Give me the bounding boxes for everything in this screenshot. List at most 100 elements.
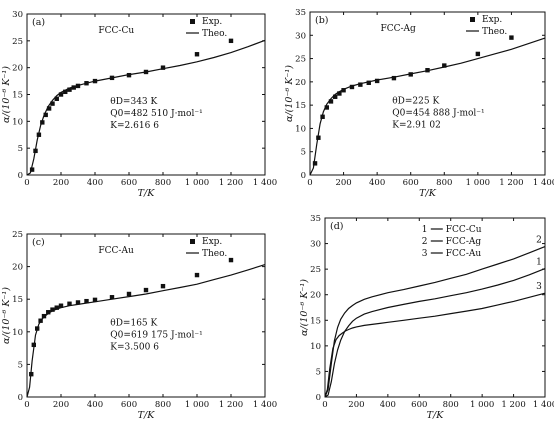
legend-name: FCC-Cu: [446, 225, 482, 235]
y-tick-label: 5: [18, 144, 23, 154]
x-tick-label: 1 400: [253, 400, 277, 410]
x-tick-label: 600: [121, 400, 137, 410]
y-tick-label: 15: [295, 101, 306, 111]
y-tick-label: 10: [310, 342, 321, 352]
exp-point: [358, 82, 363, 87]
x-tick-label: 1 200: [219, 178, 243, 188]
exp-point: [35, 326, 40, 331]
panel-label: (a): [32, 17, 45, 28]
exp-point: [58, 92, 64, 97]
panel-label: (b): [315, 15, 329, 26]
plot-frame: [324, 217, 546, 398]
material-label: FCC-Au: [98, 246, 134, 256]
exp-point: [36, 132, 42, 137]
exp-point: [63, 89, 68, 95]
theo-curve: [26, 264, 266, 398]
exp-point: [40, 120, 45, 125]
x-tick-label: 0: [24, 400, 29, 410]
exp-point: [109, 295, 115, 300]
x-tick-label: 400: [87, 178, 103, 188]
exp-point: [143, 69, 149, 75]
material-label: FCC-Ag: [381, 24, 417, 34]
exp-point: [391, 75, 397, 81]
exp-point: [46, 310, 51, 315]
y-tick-label: 0: [18, 171, 23, 181]
y-tick-label: 5: [316, 367, 321, 377]
param-text: Q0=454 888 J·mol⁻¹: [392, 108, 484, 118]
x-tick-label: 600: [121, 178, 137, 188]
exp-point: [38, 318, 43, 323]
exp-point: [31, 342, 36, 348]
exp-point: [126, 72, 132, 78]
x-tick-label: 1 000: [470, 400, 494, 410]
y-tick-label: 25: [310, 265, 321, 275]
series-curve-1: [324, 268, 546, 398]
y-tick-label: 20: [295, 78, 306, 88]
x-tick-label: 400: [380, 400, 396, 410]
series-end-label: 2: [536, 236, 542, 246]
panel-label: (c): [32, 237, 45, 248]
plot-frame: [26, 233, 266, 398]
param-text: Q0=482 510 J·mol⁻¹: [110, 109, 202, 119]
exp-point: [84, 298, 89, 304]
theo-curve: [309, 37, 546, 176]
y-axis-label: α/(10⁻⁶ K⁻¹): [1, 66, 12, 123]
param-text: Q0=619 175 J·mol⁻¹: [110, 330, 202, 340]
legend-exp-marker: [470, 17, 475, 22]
x-tick-label: 200: [53, 400, 69, 410]
y-tick-label: 10: [12, 117, 23, 127]
y-tick-label: 0: [301, 171, 306, 181]
x-tick-label: 0: [322, 400, 327, 410]
y-tick-label: 35: [295, 8, 306, 18]
plot-frame: [309, 11, 546, 176]
legend-exp-label: Exp.: [202, 237, 222, 247]
y-axis-label: α/(10⁻⁶ K⁻¹): [284, 65, 295, 122]
x-tick-label: 1 400: [253, 178, 277, 188]
y-tick-label: 25: [295, 55, 306, 65]
x-tick-label: 1 000: [185, 400, 209, 410]
exp-point: [475, 51, 481, 57]
x-axis-label: T/K: [138, 188, 156, 199]
y-tick-label: 0: [316, 393, 321, 403]
exp-point: [341, 88, 346, 93]
exp-point: [33, 148, 38, 154]
y-tick-label: 35: [310, 214, 321, 224]
x-tick-label: 1 200: [219, 400, 243, 410]
exp-point: [54, 96, 59, 101]
x-tick-label: 1 400: [533, 178, 554, 188]
x-tick-label: 200: [335, 178, 351, 188]
exp-point: [50, 307, 55, 312]
exp-point: [374, 78, 380, 84]
exp-point: [425, 68, 430, 73]
legend-num: 2: [422, 237, 428, 247]
x-tick-label: 1 200: [499, 178, 523, 188]
y-tick-label: 25: [12, 37, 23, 47]
exp-point: [228, 38, 234, 44]
series-curve-3: [324, 292, 546, 398]
exp-point: [92, 297, 98, 303]
series-end-label: 3: [536, 282, 542, 292]
exp-point: [46, 106, 52, 111]
exp-point: [509, 35, 514, 40]
y-tick-label: 15: [12, 91, 23, 101]
x-tick-label: 1 000: [185, 178, 209, 188]
y-tick-label: 20: [12, 263, 23, 273]
legend-theo-label: Theo.: [202, 249, 227, 259]
x-axis-label: T/K: [138, 410, 156, 421]
exp-point: [194, 272, 200, 278]
exp-point: [67, 301, 72, 306]
param-text: K=3.500 6: [110, 342, 159, 352]
y-tick-label: 25: [12, 230, 23, 240]
panel-label: (d): [330, 221, 344, 232]
chart-panel-d: 0 200 400 600 800 1 000 1 200 1 400 0 5 10 15 20 25 30…: [299, 214, 554, 421]
legend-name: FCC-Au: [446, 249, 482, 259]
series-end-label: 1: [536, 258, 542, 268]
y-tick-label: 20: [310, 291, 321, 301]
exp-point: [126, 291, 132, 297]
y-tick-label: 0: [18, 393, 23, 403]
y-tick-label: 5: [301, 148, 306, 158]
exp-point: [75, 83, 81, 89]
exp-point: [67, 87, 72, 92]
legend-exp-label: Exp.: [202, 17, 222, 27]
x-tick-label: 600: [411, 400, 427, 410]
